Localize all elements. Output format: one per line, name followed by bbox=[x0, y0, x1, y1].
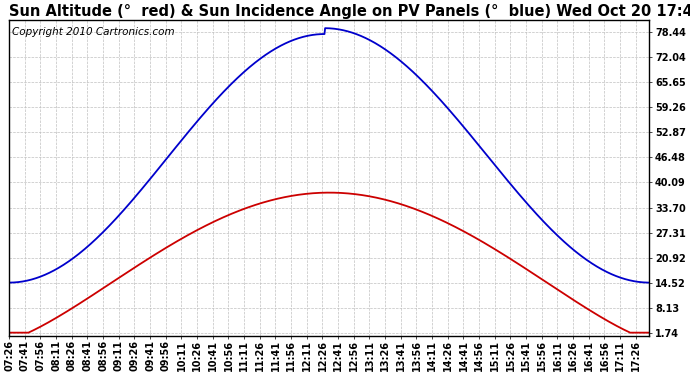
Text: Sun Altitude (°  red) & Sun Incidence Angle on PV Panels (°  blue) Wed Oct 20 17: Sun Altitude (° red) & Sun Incidence Ang… bbox=[9, 4, 690, 19]
Text: Copyright 2010 Cartronics.com: Copyright 2010 Cartronics.com bbox=[12, 27, 175, 37]
